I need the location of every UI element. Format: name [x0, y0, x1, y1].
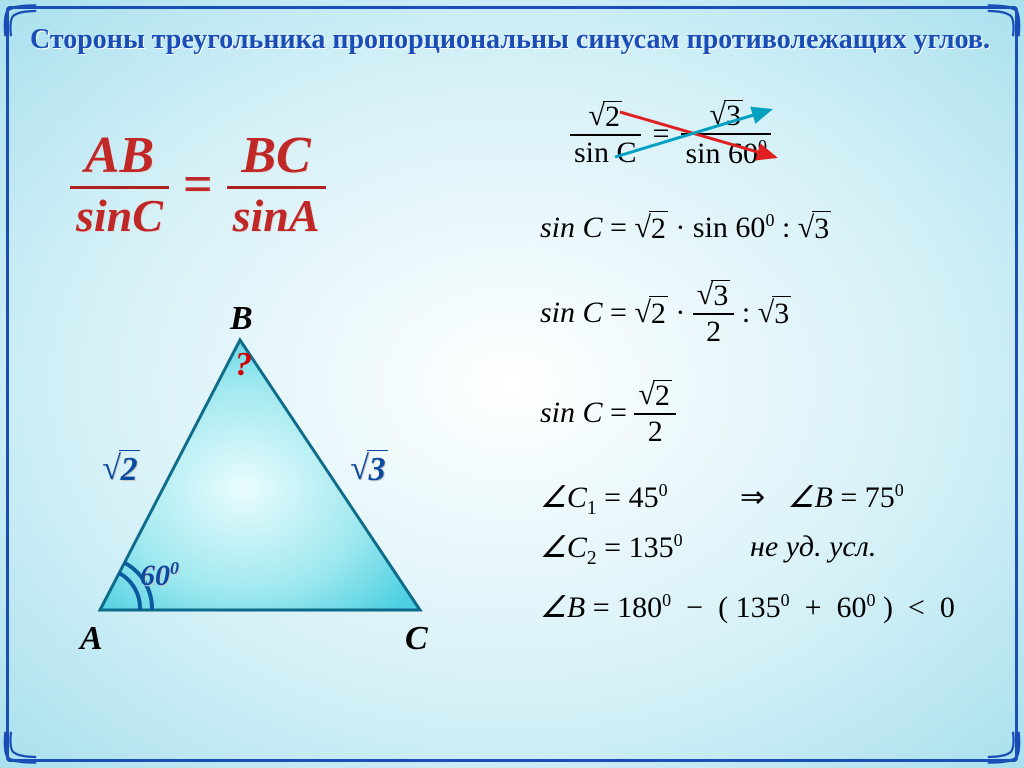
step-proportion: √2 sin C = √3 sin 600: [570, 100, 771, 169]
side-bc-label: √3: [350, 450, 388, 489]
denominator: sinA: [227, 189, 326, 239]
fraction-bc-sina: BC sinA: [227, 130, 326, 239]
denominator: sinC: [70, 189, 169, 239]
theorem-title: Стороны треугольника пропорциональны син…: [30, 22, 994, 57]
equals-sign: =: [183, 155, 213, 214]
step-check-b: ∠B = 1800 − ( 1350 + 600 ) < 0: [540, 590, 955, 625]
law-of-sines-formula: AB sinC = BC sinA: [70, 130, 326, 239]
angle-b-unknown: ?: [235, 346, 252, 384]
corner-ornament: [2, 730, 38, 766]
triangle-diagram: B ? √2 √3 600 A C: [40, 300, 480, 680]
step-sinc-3: sin C = √2 2: [540, 380, 676, 447]
vertex-a: A: [80, 620, 103, 658]
side-ab-label: √2: [102, 450, 140, 489]
implies-angle-b: ⇒ ∠B = 750: [740, 480, 904, 515]
note-rejected: не уд. усл.: [750, 530, 876, 564]
step-sinc-2: sin C = √2 · √3 2 : √3: [540, 280, 791, 347]
angle-c2: ∠C2 = 1350: [540, 530, 683, 570]
angle-a-label: 600: [140, 558, 179, 593]
step-sinc-1: sin C = √2 · sin 600 : √3: [540, 210, 831, 246]
angle-c1: ∠C1 = 450: [540, 480, 668, 520]
numerator: BC: [235, 130, 316, 186]
numerator: AB: [79, 130, 160, 186]
fraction-ab-sinc: AB sinC: [70, 130, 169, 239]
vertex-c: C: [405, 620, 428, 658]
vertex-b: B: [230, 300, 253, 338]
corner-ornament: [986, 730, 1022, 766]
